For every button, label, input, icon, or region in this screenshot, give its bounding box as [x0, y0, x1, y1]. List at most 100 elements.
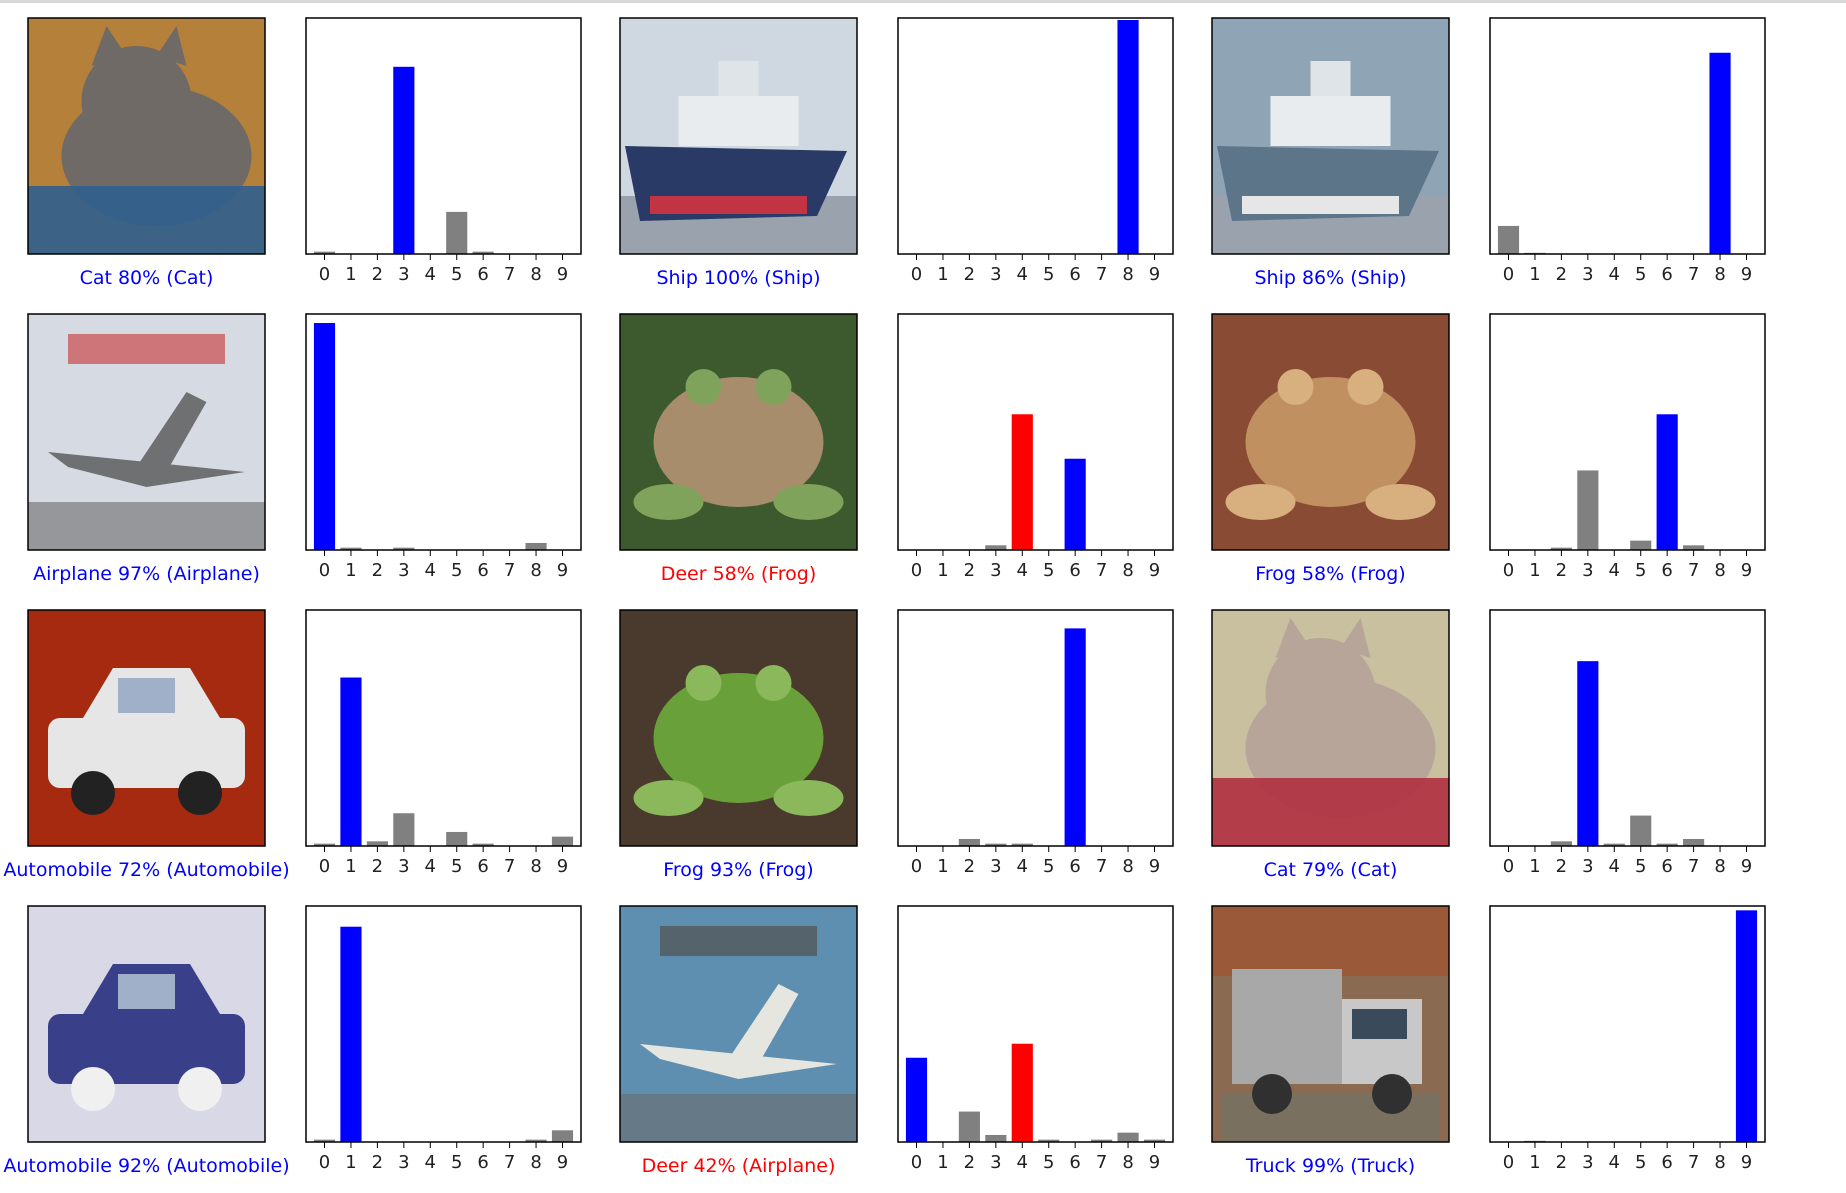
x-tick-label: 2 [964, 1152, 975, 1173]
bar-class-2 [1550, 841, 1572, 846]
x-tick-label: 1 [1529, 264, 1540, 285]
x-tick-label: 2 [964, 856, 975, 877]
bar-class-7 [1091, 1139, 1113, 1142]
prediction-caption: Ship 100% (Ship) [656, 267, 820, 289]
bar-class-7 [1683, 838, 1705, 846]
x-tick-label: 9 [1741, 560, 1752, 581]
bar-class-0 [905, 1057, 928, 1142]
x-tick-label: 4 [1017, 856, 1028, 877]
bar-class-5 [1038, 1139, 1060, 1142]
x-tick-label: 1 [1529, 560, 1540, 581]
x-tick-label: 8 [1714, 856, 1725, 877]
x-tick-label: 5 [1635, 856, 1646, 877]
prediction-caption: Deer 58% (Frog) [661, 563, 817, 585]
x-tick-label: 3 [1582, 560, 1593, 581]
window-top-edge [0, 0, 1846, 3]
x-tick-label: 8 [1714, 1152, 1725, 1173]
bar-class-9 [1735, 910, 1758, 1142]
bar-class-8 [1117, 20, 1139, 254]
bar-class-6 [472, 251, 494, 254]
x-tick-label: 0 [911, 264, 922, 285]
x-tick-label: 2 [372, 1152, 383, 1173]
x-tick-label: 3 [398, 264, 409, 285]
image-panel: Cat 79% (Cat) [1211, 609, 1450, 881]
bar-class-1 [340, 547, 362, 550]
x-tick-label: 0 [911, 560, 922, 581]
image-panel: Airplane 97% (Airplane) [27, 313, 266, 585]
bar-class-3 [985, 1134, 1007, 1142]
x-tick-label: 0 [911, 1152, 922, 1173]
image-panel: Automobile 92% (Automobile) [3, 905, 290, 1177]
x-tick-label: 6 [1069, 856, 1080, 877]
axes-frame [897, 609, 1174, 847]
x-tick-label: 9 [1149, 264, 1160, 285]
image-panel: Ship 100% (Ship) [619, 17, 858, 289]
bar-class-3 [1577, 470, 1599, 550]
x-tick-label: 2 [964, 264, 975, 285]
bar-class-5 [446, 831, 468, 846]
axes-frame [1489, 609, 1766, 847]
image-panel: Automobile 72% (Automobile) [3, 609, 290, 881]
x-tick-label: 9 [557, 560, 568, 581]
bar-class-7 [1683, 545, 1705, 550]
image-panel: Deer 58% (Frog) [619, 313, 858, 585]
bar-class-3 [393, 66, 415, 254]
x-tick-label: 8 [530, 264, 541, 285]
thumbnail-art [620, 18, 857, 254]
x-tick-label: 8 [530, 856, 541, 877]
bar-class-9 [551, 836, 574, 846]
x-tick-label: 4 [425, 264, 436, 285]
image-panel: Frog 93% (Frog) [619, 609, 858, 881]
bar-class-4 [1603, 843, 1625, 846]
x-tick-label: 6 [477, 560, 488, 581]
axes-frame [305, 313, 582, 551]
thumbnail-art [28, 314, 265, 550]
x-tick-label: 6 [477, 1152, 488, 1173]
x-tick-label: 7 [1096, 856, 1107, 877]
x-tick-label: 4 [1609, 1152, 1620, 1173]
thumbnail-art [620, 610, 857, 846]
x-tick-label: 8 [1122, 264, 1133, 285]
x-tick-label: 4 [1609, 560, 1620, 581]
x-tick-label: 9 [1149, 560, 1160, 581]
bar-class-6 [1064, 458, 1086, 550]
bar-class-0 [313, 323, 336, 550]
x-tick-label: 9 [557, 264, 568, 285]
thumbnail-art [28, 610, 265, 846]
bar-class-3 [985, 545, 1007, 550]
x-tick-label: 5 [1635, 264, 1646, 285]
x-tick-label: 3 [990, 856, 1001, 877]
x-tick-label: 9 [557, 856, 568, 877]
x-tick-label: 2 [1556, 1152, 1567, 1173]
axes-frame [897, 905, 1174, 1143]
thumbnail-art [620, 314, 857, 550]
bar-class-0 [313, 251, 336, 254]
thumbnail-art [620, 906, 857, 1142]
bar-class-8 [1709, 52, 1731, 255]
axes-frame [305, 905, 582, 1143]
x-tick-label: 9 [1149, 1152, 1160, 1173]
bar-class-5 [1630, 540, 1652, 550]
thumbnail-art [1212, 314, 1449, 550]
prediction-caption: Deer 42% (Airplane) [642, 1155, 836, 1177]
thumbnail-art [1212, 18, 1449, 254]
x-tick-label: 0 [319, 1152, 330, 1173]
x-tick-label: 6 [1661, 560, 1672, 581]
bar-class-8 [525, 542, 547, 550]
x-tick-label: 2 [372, 856, 383, 877]
bar-class-6 [1656, 843, 1678, 846]
axes-frame [305, 17, 582, 255]
bar-class-6 [472, 843, 494, 846]
x-tick-label: 8 [530, 1152, 541, 1173]
bar-class-4 [1011, 414, 1033, 550]
x-tick-label: 1 [345, 1152, 356, 1173]
x-tick-label: 5 [451, 264, 462, 285]
x-tick-label: 5 [1043, 1152, 1054, 1173]
bar-class-5 [446, 211, 468, 254]
x-tick-label: 8 [1714, 264, 1725, 285]
